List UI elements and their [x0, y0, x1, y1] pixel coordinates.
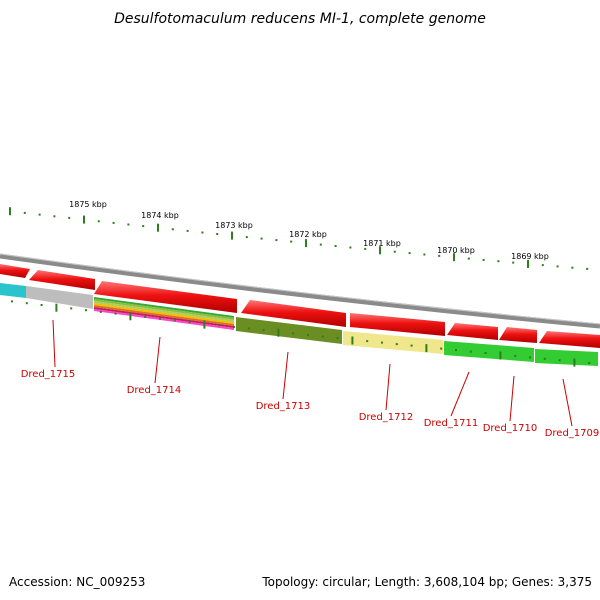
scale-label: 1875 kbp [69, 200, 107, 209]
feature-band-khaki [343, 331, 443, 354]
inner-tick-row [11, 300, 591, 367]
feature-band-green [535, 349, 598, 366]
map-title: Desulfotomaculum reducens MI-1, complete… [114, 11, 486, 27]
feature-band-green [444, 341, 534, 362]
accession-text: Accession: NC_009253 [9, 575, 145, 589]
gene-label-dred-1713[interactable]: Dred_1713 [256, 401, 311, 412]
genome-summary-text: Topology: circular; Length: 3,608,104 bp… [261, 575, 592, 589]
cds-arrow[interactable] [499, 327, 537, 343]
genome-backbone [0, 253, 600, 329]
scale-ruler: 1875 kbp 1874 kbp 1873 kbp 1872 kbp 1871… [9, 200, 589, 270]
scale-label: 1871 kbp [363, 239, 401, 248]
gene-leader-lines [52, 319, 573, 427]
feature-band-multicolor [94, 297, 234, 330]
cds-arrow[interactable] [94, 281, 237, 313]
feature-band-cyan [0, 283, 26, 298]
gene-label-dred-1711[interactable]: Dred_1711 [424, 418, 479, 429]
feature-bands [0, 283, 598, 366]
cds-arrow[interactable] [350, 313, 445, 336]
cds-arrow[interactable] [241, 300, 346, 327]
forward-strand-genes [0, 264, 600, 348]
backbone-highlight [0, 253, 600, 325]
cds-arrow[interactable] [29, 270, 95, 290]
gene-label-dred-1709[interactable]: Dred_1709 [545, 428, 600, 439]
scale-label: 1874 kbp [141, 211, 179, 220]
scale-label: 1869 kbp [511, 252, 549, 261]
cds-arrow[interactable] [447, 323, 498, 340]
gene-label-dred-1712[interactable]: Dred_1712 [359, 412, 414, 423]
cds-arrow[interactable] [539, 331, 600, 348]
gene-label-dred-1715[interactable]: Dred_1715 [21, 369, 76, 380]
scale-label: 1873 kbp [215, 221, 253, 230]
scale-label: 1870 kbp [437, 246, 475, 255]
gene-label-dred-1710[interactable]: Dred_1710 [483, 423, 538, 434]
scale-label: 1872 kbp [289, 230, 327, 239]
cds-arrow[interactable] [0, 264, 30, 278]
gene-label-dred-1714[interactable]: Dred_1714 [127, 385, 182, 396]
feature-band-gray [26, 286, 93, 309]
feature-band-olive [236, 317, 342, 344]
